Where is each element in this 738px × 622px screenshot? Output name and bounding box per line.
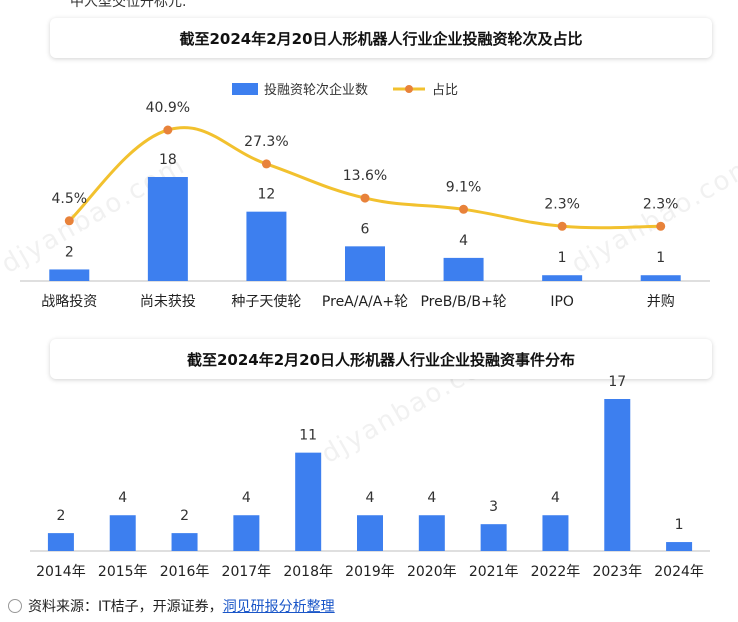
x-tick-label: 2020年 (407, 564, 457, 580)
chart2-plot: 2 2014年 4 2015年 2 2016年 4 2017年 11 2018年 4 2019年 4 20… (30, 374, 710, 580)
bar (443, 257, 484, 281)
bar-label: 4 (427, 490, 436, 506)
line-label: 13.6% (343, 168, 387, 184)
bar (604, 399, 631, 551)
source-prefix: 资料来源：IT桔子，开源证券， (28, 599, 223, 615)
source-link[interactable]: 洞见研报分析整理 (222, 599, 335, 615)
bar-label: 2 (180, 508, 189, 524)
legend-bar-label: 投融资轮次企业数 (264, 82, 368, 98)
bar (233, 515, 260, 551)
x-tick-label: 并购 (647, 294, 675, 310)
x-tick-label: 种子天使轮 (231, 293, 301, 310)
bar-label: 1 (558, 250, 567, 266)
bar (480, 524, 507, 551)
source-note: 资料来源：IT桔子，开源证券， 洞见研报分析整理 (8, 596, 335, 616)
bar (542, 275, 583, 281)
x-tick-label: 2014年 (36, 564, 86, 580)
line-label: 40.9% (146, 100, 190, 116)
bar-label: 4 (118, 490, 127, 506)
bar (640, 275, 681, 281)
x-tick-label: 2021年 (469, 564, 519, 580)
x-tick-label: 2019年 (345, 564, 395, 580)
bar (246, 211, 287, 281)
line-point (656, 221, 666, 231)
x-tick-label: 2018年 (283, 564, 333, 580)
line-label: 2.3% (544, 196, 580, 212)
x-tick-label: PreB/B/B+轮 (420, 294, 506, 310)
bar (171, 533, 198, 551)
chart1-title: 截至2024年2月20日人形机器人行业企业投融资轮次及占比 (50, 18, 712, 58)
x-tick-label: 尚未获投 (140, 294, 196, 310)
line-point (64, 216, 74, 226)
legend-bar-swatch (232, 83, 258, 95)
logo-icon (8, 599, 22, 613)
line-point (459, 204, 469, 214)
header-fragment: 中人型交位开标元. (70, 0, 187, 10)
bar (295, 452, 322, 551)
bar-label: 17 (608, 374, 626, 390)
legend-line-marker (405, 85, 413, 93)
bar-label: 18 (159, 152, 177, 168)
bar-label: 4 (459, 233, 468, 249)
line-label: 4.5% (51, 191, 87, 207)
line-point (360, 193, 370, 203)
bar-label: 1 (675, 517, 684, 533)
bar-label: 4 (551, 490, 560, 506)
bar-label: 4 (242, 490, 251, 506)
bar-label: 4 (366, 490, 375, 506)
chart1-plot: 投融资轮次企业数 占比 2 战略投资 18 尚未获投 12 种子天使轮 6 PreA/A/A+轮 4… (20, 82, 710, 310)
x-tick-label: PreA/A/A+轮 (322, 294, 408, 310)
x-tick-label: 2022年 (531, 564, 581, 580)
line-label: 27.3% (244, 134, 288, 150)
line-label: 9.1% (446, 179, 482, 195)
x-tick-label: 2017年 (222, 564, 272, 580)
bar (345, 246, 385, 281)
bar (418, 515, 445, 551)
bar (49, 269, 90, 281)
line-label: 2.3% (643, 196, 679, 212)
line-point (163, 125, 173, 135)
x-tick-label: 2016年 (160, 564, 210, 580)
bar-label: 12 (258, 187, 276, 203)
bar-label: 3 (489, 499, 498, 515)
x-tick-label: 2023年 (592, 564, 642, 580)
x-tick-label: 2015年 (98, 564, 148, 580)
bar-label: 6 (361, 221, 370, 237)
line-point (557, 221, 567, 231)
bar-label: 11 (299, 428, 317, 444)
x-tick-label: 战略投资 (41, 294, 97, 310)
bar-label: 2 (65, 244, 74, 260)
x-tick-label: 2024年 (654, 564, 704, 580)
bar (109, 515, 136, 551)
x-tick-label: IPO (550, 294, 574, 310)
bar (357, 515, 383, 551)
chart2-title: 截至2024年2月20日人形机器人行业企业投融资事件分布 (50, 339, 712, 379)
bar (666, 542, 693, 551)
legend-line-label: 占比 (432, 83, 458, 98)
bar-label: 2 (56, 508, 65, 524)
bar (47, 533, 74, 551)
bar-label: 1 (656, 250, 665, 266)
bar (147, 177, 188, 281)
bar (542, 515, 569, 551)
line-point (261, 159, 271, 169)
